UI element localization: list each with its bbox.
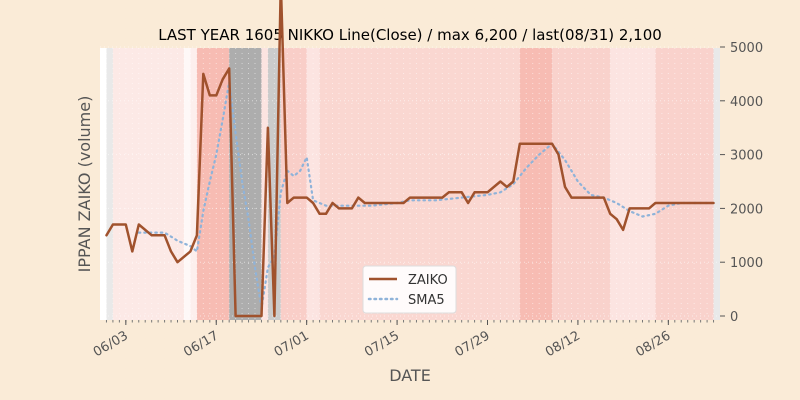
highlight-band xyxy=(713,48,720,320)
x-axis-label: DATE xyxy=(389,366,431,385)
y-tick-label: 4000 xyxy=(730,95,763,110)
chart-title: LAST YEAR 1605 NIKKO Line(Close) / max 6… xyxy=(158,26,662,44)
legend: ZAIKO SMA5 xyxy=(362,265,457,314)
highlight-band xyxy=(190,48,197,320)
y-axis-label: IPPAN ZAIKO (volume) xyxy=(75,96,94,273)
legend-zaiko-label: ZAIKO xyxy=(408,273,448,288)
highlight-band xyxy=(610,48,656,320)
legend-sma5-label: SMA5 xyxy=(408,293,445,308)
highlight-band xyxy=(519,48,553,320)
y-axis: 0 1000 2000 3000 4000 5000 xyxy=(720,41,763,325)
highlight-band xyxy=(655,48,714,320)
sma5-line xyxy=(137,80,715,309)
y-tick-label: 0 xyxy=(730,310,738,325)
y-tick-label: 5000 xyxy=(730,41,763,56)
highlight-band xyxy=(261,48,268,320)
y-tick-label: 1000 xyxy=(730,256,763,271)
grid-lines xyxy=(100,46,720,320)
y-tick-label: 2000 xyxy=(730,202,763,217)
plot-area xyxy=(100,0,720,320)
y-tick-label: 3000 xyxy=(730,149,763,164)
zaiko-line xyxy=(105,0,715,318)
highlight-band xyxy=(112,48,184,320)
highlight-band xyxy=(183,48,191,320)
highlight-band xyxy=(106,48,113,320)
series-lines xyxy=(105,0,715,318)
